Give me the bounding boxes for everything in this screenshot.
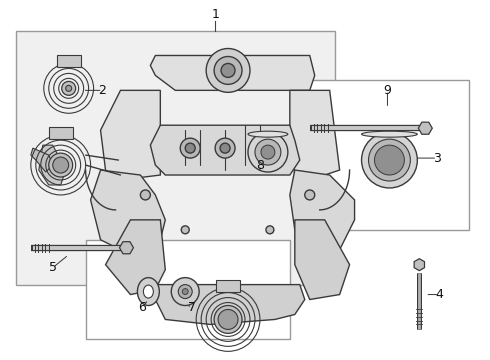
- Polygon shape: [91, 170, 165, 250]
- Text: 5: 5: [49, 261, 57, 274]
- Text: 4: 4: [435, 288, 443, 301]
- Text: 1: 1: [211, 8, 219, 21]
- Polygon shape: [150, 55, 315, 90]
- Circle shape: [368, 139, 410, 181]
- Circle shape: [214, 306, 242, 333]
- Text: 3: 3: [433, 152, 441, 165]
- Circle shape: [180, 138, 200, 158]
- Text: 7: 7: [188, 301, 196, 314]
- Circle shape: [248, 132, 288, 172]
- Circle shape: [266, 226, 274, 234]
- Circle shape: [374, 145, 404, 175]
- Ellipse shape: [248, 131, 288, 137]
- Bar: [216, 280, 240, 292]
- Circle shape: [215, 138, 235, 158]
- Circle shape: [218, 310, 238, 329]
- Polygon shape: [418, 122, 432, 134]
- Ellipse shape: [362, 131, 417, 137]
- Circle shape: [206, 49, 250, 92]
- Ellipse shape: [137, 278, 159, 306]
- Text: 6: 6: [139, 301, 147, 314]
- Circle shape: [220, 143, 230, 153]
- Circle shape: [221, 63, 235, 77]
- Polygon shape: [414, 259, 424, 271]
- Circle shape: [178, 285, 192, 298]
- Polygon shape: [31, 148, 53, 172]
- Circle shape: [66, 85, 72, 91]
- Polygon shape: [120, 242, 133, 254]
- Circle shape: [214, 57, 242, 84]
- Circle shape: [62, 81, 75, 95]
- Circle shape: [185, 143, 195, 153]
- Bar: [16, 31, 335, 285]
- Circle shape: [255, 139, 281, 165]
- Circle shape: [250, 138, 270, 158]
- Circle shape: [172, 278, 199, 306]
- Circle shape: [261, 145, 275, 159]
- Circle shape: [362, 132, 417, 188]
- Circle shape: [49, 153, 73, 177]
- Bar: [57, 55, 81, 67]
- Polygon shape: [155, 285, 305, 324]
- Circle shape: [305, 190, 315, 200]
- Circle shape: [182, 289, 188, 294]
- Bar: [49, 127, 73, 139]
- Text: 2: 2: [98, 84, 106, 97]
- Circle shape: [181, 226, 189, 234]
- Polygon shape: [100, 90, 160, 180]
- Circle shape: [53, 157, 69, 173]
- Polygon shape: [295, 220, 349, 300]
- Ellipse shape: [144, 285, 153, 298]
- Bar: [86, 240, 290, 339]
- Text: 9: 9: [384, 84, 392, 97]
- Polygon shape: [150, 125, 300, 175]
- Polygon shape: [290, 90, 340, 180]
- Text: 8: 8: [256, 158, 264, 172]
- Polygon shape: [39, 145, 66, 185]
- Circle shape: [141, 190, 150, 200]
- Bar: [295, 80, 469, 230]
- Circle shape: [255, 143, 265, 153]
- Polygon shape: [105, 220, 165, 294]
- Polygon shape: [290, 170, 355, 250]
